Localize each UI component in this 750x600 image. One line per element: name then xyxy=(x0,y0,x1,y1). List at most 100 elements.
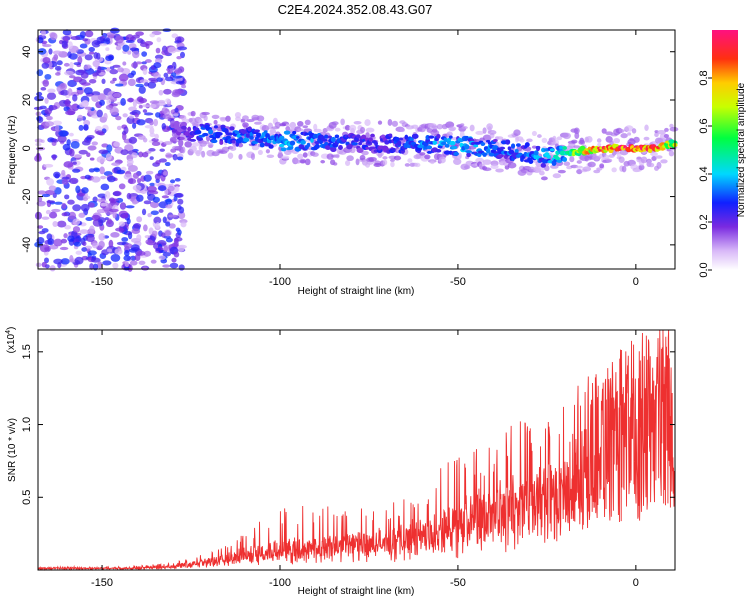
ridge-halo xyxy=(297,121,304,127)
snr-panel: -150 -100 -50 0 0.5 1.0 1.5 Height of straigh… xyxy=(5,327,676,597)
noise-blob xyxy=(72,154,83,158)
noise-blob xyxy=(62,29,72,36)
ridge-halo xyxy=(486,123,493,131)
ridge-halo xyxy=(355,158,360,166)
ridge-halo xyxy=(627,132,632,136)
noise-blob xyxy=(171,33,179,39)
colorbar-tick-label: 0.8 xyxy=(698,70,710,85)
ridge-halo xyxy=(618,129,625,133)
ridge-core xyxy=(482,153,487,157)
noise-blob xyxy=(88,168,95,173)
noise-blob xyxy=(127,72,135,79)
noise-blob xyxy=(45,189,55,196)
ridge-halo xyxy=(368,156,377,162)
noise-blob xyxy=(176,156,184,161)
ridge-core xyxy=(480,142,486,147)
noise-blob xyxy=(117,67,125,73)
noise-blob xyxy=(173,251,180,258)
ridge-halo xyxy=(234,112,242,118)
noise-blob xyxy=(98,233,106,241)
ridge-halo xyxy=(562,132,571,140)
ridge-core xyxy=(227,132,234,136)
ridge-halo xyxy=(569,156,575,163)
noise-blob xyxy=(177,211,186,220)
ridge-halo xyxy=(320,159,326,164)
noise-blob xyxy=(99,166,105,175)
noise-blob xyxy=(68,177,79,185)
ridge-halo xyxy=(390,161,395,168)
ridge-core xyxy=(556,159,563,163)
ridge-halo xyxy=(294,159,302,164)
noise-blob xyxy=(79,31,86,39)
noise-blob xyxy=(34,138,43,143)
ridge-halo xyxy=(419,152,426,156)
noise-blob xyxy=(86,152,91,158)
ridge-core xyxy=(279,135,285,141)
ridge-core xyxy=(374,141,378,147)
ridge-halo xyxy=(181,146,186,154)
ridge-core xyxy=(492,138,498,143)
noise-blob xyxy=(163,141,173,145)
noise-blob xyxy=(161,50,170,56)
ridge-halo xyxy=(475,130,484,135)
ridge-halo xyxy=(482,134,492,142)
noise-blob xyxy=(48,185,57,192)
noise-blob xyxy=(99,43,108,47)
noise-blob xyxy=(145,43,150,49)
ridge-halo xyxy=(211,151,220,157)
noise-blob xyxy=(125,40,135,44)
noise-blob xyxy=(55,72,61,76)
ridge-core xyxy=(181,125,187,130)
ridge-core xyxy=(179,136,185,140)
colorbar-gradient xyxy=(712,30,738,270)
noise-blob xyxy=(105,104,114,110)
noise-blob xyxy=(72,204,82,212)
colorbar-ticks: 0.0 0.2 0.4 0.6 0.8 xyxy=(698,70,712,278)
ridge-halo xyxy=(304,119,311,126)
x-tick-label: -150 xyxy=(91,276,113,288)
noise-blob xyxy=(136,194,144,202)
noise-blob xyxy=(59,246,69,251)
noise-blob xyxy=(107,218,113,225)
noise-blob xyxy=(52,50,63,55)
ridge-core xyxy=(253,129,261,133)
noise-blob xyxy=(97,261,103,269)
noise-blob xyxy=(47,88,56,93)
ridge-core xyxy=(464,144,470,150)
noise-blob xyxy=(155,160,161,165)
noise-blob xyxy=(125,205,135,209)
noise-blob xyxy=(149,132,156,138)
ridge-core xyxy=(559,145,564,150)
noise-blob xyxy=(176,55,182,60)
noise-blob xyxy=(42,57,51,64)
ridge-core xyxy=(428,135,435,139)
noise-blob xyxy=(42,44,52,48)
noise-blob xyxy=(111,162,121,166)
noise-blob xyxy=(63,233,68,239)
ridge-halo xyxy=(304,158,311,166)
ridge-halo xyxy=(526,138,533,143)
noise-blob xyxy=(53,171,61,178)
noise-blob xyxy=(176,245,185,252)
ridge-core xyxy=(451,145,458,150)
ridge-halo xyxy=(353,121,362,125)
noise-blob xyxy=(161,122,167,130)
ridge-halo xyxy=(460,123,465,127)
noise-blob xyxy=(76,87,84,91)
noise-blob xyxy=(118,221,126,227)
noise-blob xyxy=(164,162,171,167)
noise-blob xyxy=(45,115,54,121)
ridge-core xyxy=(245,133,251,139)
noise-blob xyxy=(105,55,114,62)
noise-blob xyxy=(118,183,126,190)
noise-blob xyxy=(83,87,93,95)
noise-blob xyxy=(156,37,162,43)
noise-blob xyxy=(70,35,81,41)
noise-blob xyxy=(45,121,54,127)
ridge-halo xyxy=(495,136,504,140)
noise-blob xyxy=(171,257,177,263)
noise-blob xyxy=(121,237,129,242)
ridge-core xyxy=(259,142,265,148)
spectrogram-panel: -150 -100 -50 0 -40 -20 0 20 40 Height of strai… xyxy=(7,27,679,297)
noise-blob xyxy=(46,200,56,204)
